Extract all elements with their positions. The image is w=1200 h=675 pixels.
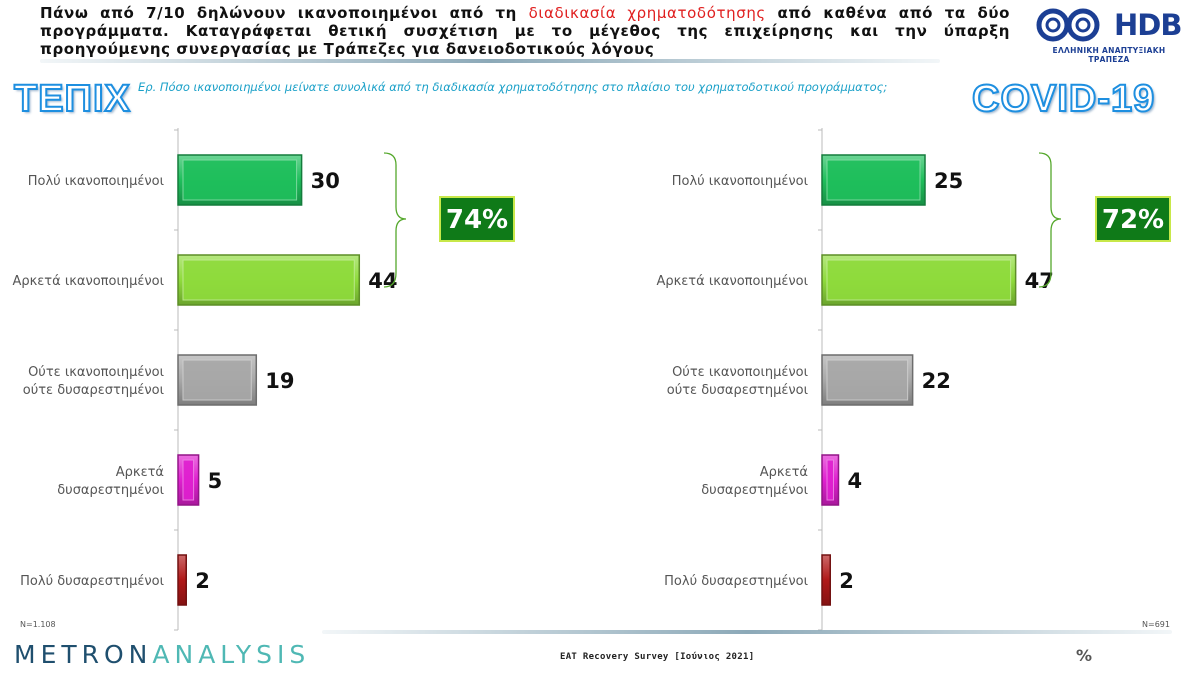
sample-size-covid: N=691: [1142, 620, 1170, 629]
header-divider: [40, 59, 940, 63]
headline-part2: από καθένα από τα δύο προγράμματα. Καταγ…: [40, 4, 1010, 58]
category-label-tepix-3: ούτε δυσαρεστημένοι: [23, 383, 164, 398]
category-label-covid-1: Πολύ ικανοποιημένοι: [672, 174, 808, 189]
data-label-covid-4: 4: [847, 469, 862, 493]
hdb-logo-text: HDB: [1114, 8, 1182, 42]
headline-highlight: διαδικασία χρηματοδότησης: [528, 4, 766, 22]
category-label-covid-4: δυσαρεστημένοι: [701, 483, 808, 498]
data-label-tepix-2: 44: [368, 269, 397, 293]
metron-logo-part2: ANALYSIS: [152, 640, 311, 669]
summary-label-covid: 72%: [1102, 205, 1164, 235]
category-label-tepix-3: Ούτε ικανοποιημένοι: [28, 365, 164, 380]
category-label-covid-4: Αρκετά: [760, 465, 808, 480]
bar-inner-covid-2: [826, 259, 1012, 301]
category-label-covid-2: Αρκετά ικανοποιημένοι: [656, 274, 808, 289]
headline-part1: Πάνω από 7/10 δηλώνουν ικανοποιημένοι απ…: [40, 4, 529, 22]
sample-size-tepix: N=1.108: [20, 620, 56, 629]
summary-box-tepix: [439, 196, 515, 242]
hdb-logo: HDB ΕΛΛΗΝΙΚΗ ΑΝΑΠΤΥΞΙΑΚΗ ΤΡΑΠΕΖΑ: [1032, 6, 1182, 64]
bar-tepix-5: [177, 554, 187, 606]
bracket-covid: [1038, 152, 1062, 288]
bracket-tepix: [383, 152, 407, 288]
metron-analysis-logo: METRONANALYSIS: [14, 640, 310, 669]
data-label-tepix-1: 30: [311, 169, 340, 193]
data-label-covid-5: 2: [839, 569, 854, 593]
category-label-tepix-1: Πολύ ικανοποιημένοι: [28, 174, 164, 189]
category-label-covid-5: Πολύ δυσαρεστημένοι: [664, 574, 808, 589]
category-label-tepix-5: Πολύ δυσαρεστημένοι: [20, 574, 164, 589]
chart-title-covid: COVID-19: [971, 77, 1156, 121]
data-label-tepix-5: 2: [195, 569, 210, 593]
bar-inner-covid-4: [826, 459, 834, 501]
bar-inner-covid-1: [826, 159, 921, 201]
bar-inner-tepix-3: [182, 359, 252, 401]
headline: Πάνω από 7/10 δηλώνουν ικανοποιημένοι απ…: [40, 4, 1010, 58]
summary-box-covid: [1095, 196, 1171, 242]
data-label-covid-3: 22: [922, 369, 951, 393]
category-label-covid-3: Ούτε ικανοποιημένοι: [672, 365, 808, 380]
percent-icon: %: [1076, 646, 1093, 665]
hdb-logo-subtitle: ΕΛΛΗΝΙΚΗ ΑΝΑΠΤΥΞΙΑΚΗ ΤΡΑΠΕΖΑ: [1052, 46, 1166, 64]
data-label-tepix-4: 5: [208, 469, 223, 493]
hdb-rings-icon: [1036, 8, 1100, 42]
bar-inner-tepix-2: [182, 259, 355, 301]
survey-question: Ερ. Πόσο ικανοποιημένοι μείνατε συνολικά…: [138, 80, 888, 94]
chart-title-tepix: ΤΕΠΙΧ: [13, 77, 131, 121]
category-label-covid-3: ούτε δυσαρεστημένοι: [667, 383, 808, 398]
bar-inner-tepix-4: [182, 459, 195, 501]
bar-inner-tepix-1: [182, 159, 298, 201]
category-label-tepix-4: δυσαρεστημένοι: [57, 483, 164, 498]
data-label-covid-1: 25: [934, 169, 963, 193]
summary-label-tepix: 74%: [446, 205, 508, 235]
metron-logo-part1: METRON: [14, 640, 153, 669]
data-label-tepix-3: 19: [265, 369, 294, 393]
footer-divider: [322, 630, 1172, 634]
category-label-tepix-4: Αρκετά: [116, 465, 164, 480]
survey-caption: EAT Recovery Survey [Ιούνιος 2021]: [560, 652, 755, 662]
bar-inner-covid-3: [826, 359, 909, 401]
bar-covid-5: [821, 554, 831, 606]
category-label-tepix-2: Αρκετά ικανοποιημένοι: [12, 274, 164, 289]
